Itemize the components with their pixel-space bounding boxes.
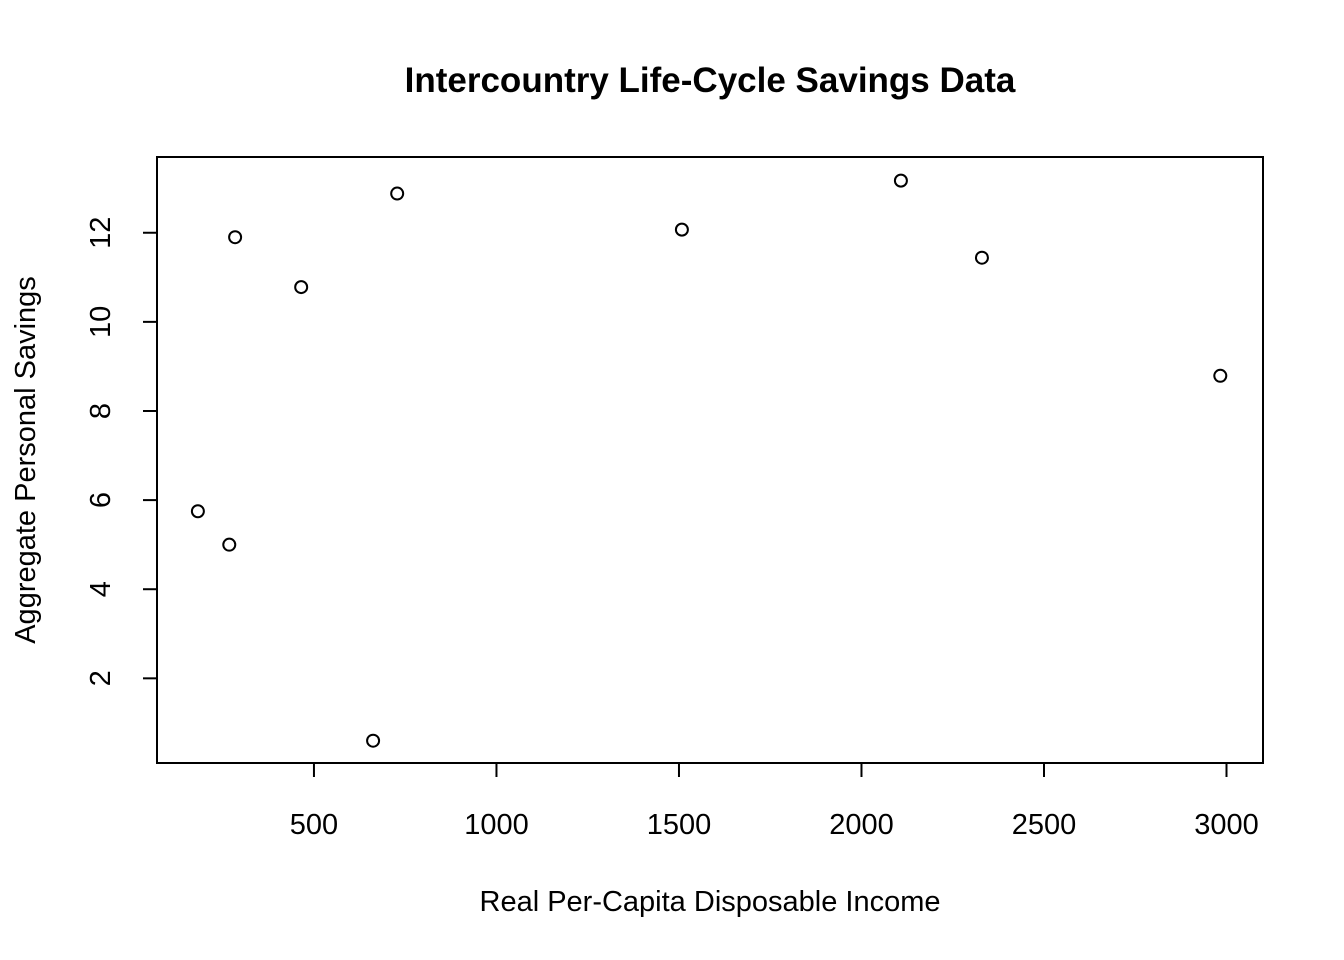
- data-point: [366, 733, 381, 748]
- data-point: [974, 250, 989, 265]
- x-tick-label: 2000: [829, 809, 894, 841]
- x-tick-label: 500: [290, 809, 338, 841]
- y-tick-label: 6: [85, 492, 117, 508]
- x-axis-label: Real Per-Capita Disposable Income: [480, 886, 941, 918]
- data-point: [674, 222, 689, 237]
- y-tick-label: 8: [85, 403, 117, 419]
- x-tick-label: 1000: [464, 809, 529, 841]
- chart-title: Intercountry Life-Cycle Savings Data: [405, 61, 1016, 100]
- plot-frame: [156, 156, 1264, 764]
- data-point: [893, 173, 908, 188]
- data-point: [1213, 368, 1228, 383]
- y-tick-label: 10: [85, 306, 117, 338]
- data-point: [228, 230, 243, 245]
- x-axis: 500 1000 1500 2000 2500 3000: [290, 762, 1259, 841]
- data-point: [294, 280, 309, 295]
- data-point: [390, 186, 405, 201]
- y-tick-label: 4: [85, 581, 117, 597]
- y-axis-label: Aggregate Personal Savings: [10, 276, 42, 644]
- x-tick-label: 2500: [1012, 809, 1077, 841]
- x-tick-label: 3000: [1194, 809, 1259, 841]
- data-point: [190, 504, 205, 519]
- y-tick-label: 2: [85, 670, 117, 686]
- data-points: [190, 173, 1228, 748]
- x-tick-label: 1500: [647, 809, 712, 841]
- y-axis: 2 4 6 8 10 12: [85, 217, 158, 686]
- y-tick-label: 12: [85, 217, 117, 249]
- data-point: [222, 537, 237, 552]
